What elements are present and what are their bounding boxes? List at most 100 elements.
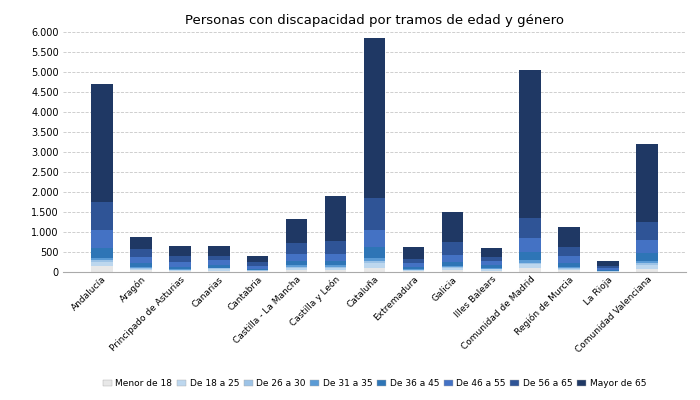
Bar [481, 266, 502, 268]
Bar [325, 261, 346, 265]
Bar [402, 267, 424, 269]
Bar [130, 264, 152, 267]
Bar [402, 259, 424, 263]
Bar [519, 252, 541, 260]
Bar [442, 255, 463, 262]
Bar [402, 271, 424, 272]
Bar [169, 269, 190, 270]
Bar [402, 269, 424, 270]
Bar [208, 268, 230, 269]
Bar [559, 268, 580, 269]
Bar [636, 144, 658, 222]
Bar [169, 262, 190, 267]
Bar [286, 267, 307, 268]
Bar [130, 267, 152, 268]
Bar [597, 270, 619, 271]
Bar [481, 262, 502, 266]
Bar [559, 267, 580, 268]
Bar [519, 264, 541, 268]
Legend: Menor de 18, De 18 a 25, De 26 a 30, De 31 a 35, De 36 a 45, De 46 a 55, De 56 a: Menor de 18, De 18 a 25, De 26 a 30, De … [101, 377, 648, 390]
Bar [247, 269, 268, 270]
Bar [364, 230, 385, 247]
Bar [130, 249, 152, 257]
Bar [208, 256, 230, 260]
Bar [325, 254, 346, 261]
Bar [208, 271, 230, 272]
Bar [519, 262, 541, 264]
Bar [559, 269, 580, 270]
Bar [636, 222, 658, 240]
Bar [208, 265, 230, 268]
Bar [636, 240, 658, 254]
Bar [325, 267, 346, 268]
Bar [169, 270, 190, 271]
Bar [91, 248, 113, 258]
Bar [636, 265, 658, 269]
Bar [130, 237, 152, 249]
Bar [169, 266, 190, 269]
Bar [286, 243, 307, 254]
Bar [286, 261, 307, 265]
Bar [364, 38, 385, 198]
Bar [247, 262, 268, 266]
Bar [130, 268, 152, 269]
Bar [519, 268, 541, 272]
Bar [286, 254, 307, 261]
Bar [91, 260, 113, 262]
Bar [247, 271, 268, 272]
Bar [325, 270, 346, 272]
Bar [91, 262, 113, 266]
Bar [636, 261, 658, 264]
Bar [559, 270, 580, 272]
Bar [286, 219, 307, 243]
Bar [636, 269, 658, 272]
Bar [442, 242, 463, 255]
Bar [286, 265, 307, 267]
Bar [519, 238, 541, 252]
Bar [325, 196, 346, 241]
Bar [442, 262, 463, 266]
Bar [91, 266, 113, 272]
Bar [481, 248, 502, 257]
Bar [402, 263, 424, 267]
Bar [442, 267, 463, 268]
Bar [597, 266, 619, 268]
Bar [364, 198, 385, 230]
Bar [519, 260, 541, 263]
Bar [636, 264, 658, 265]
Bar [519, 218, 541, 238]
Bar [325, 265, 346, 267]
Bar [208, 260, 230, 265]
Bar [559, 227, 580, 247]
Bar [519, 70, 541, 218]
Bar [442, 270, 463, 272]
Bar [364, 268, 385, 272]
Bar [559, 263, 580, 267]
Bar [169, 256, 190, 262]
Bar [597, 261, 619, 266]
Bar [559, 247, 580, 256]
Bar [286, 268, 307, 270]
Bar [481, 257, 502, 262]
Bar [442, 212, 463, 242]
Bar [325, 268, 346, 270]
Bar [130, 257, 152, 264]
Bar [286, 270, 307, 272]
Bar [481, 270, 502, 271]
Bar [597, 268, 619, 270]
Bar [208, 246, 230, 256]
Bar [364, 261, 385, 263]
Bar [481, 271, 502, 272]
Bar [91, 84, 113, 202]
Title: Personas con discapacidad por tramos de edad y género: Personas con discapacidad por tramos de … [185, 14, 564, 27]
Bar [442, 268, 463, 270]
Bar [130, 269, 152, 270]
Bar [364, 247, 385, 258]
Bar [364, 258, 385, 261]
Bar [442, 266, 463, 267]
Bar [208, 269, 230, 271]
Bar [169, 271, 190, 272]
Bar [481, 269, 502, 270]
Bar [247, 266, 268, 269]
Bar [559, 256, 580, 263]
